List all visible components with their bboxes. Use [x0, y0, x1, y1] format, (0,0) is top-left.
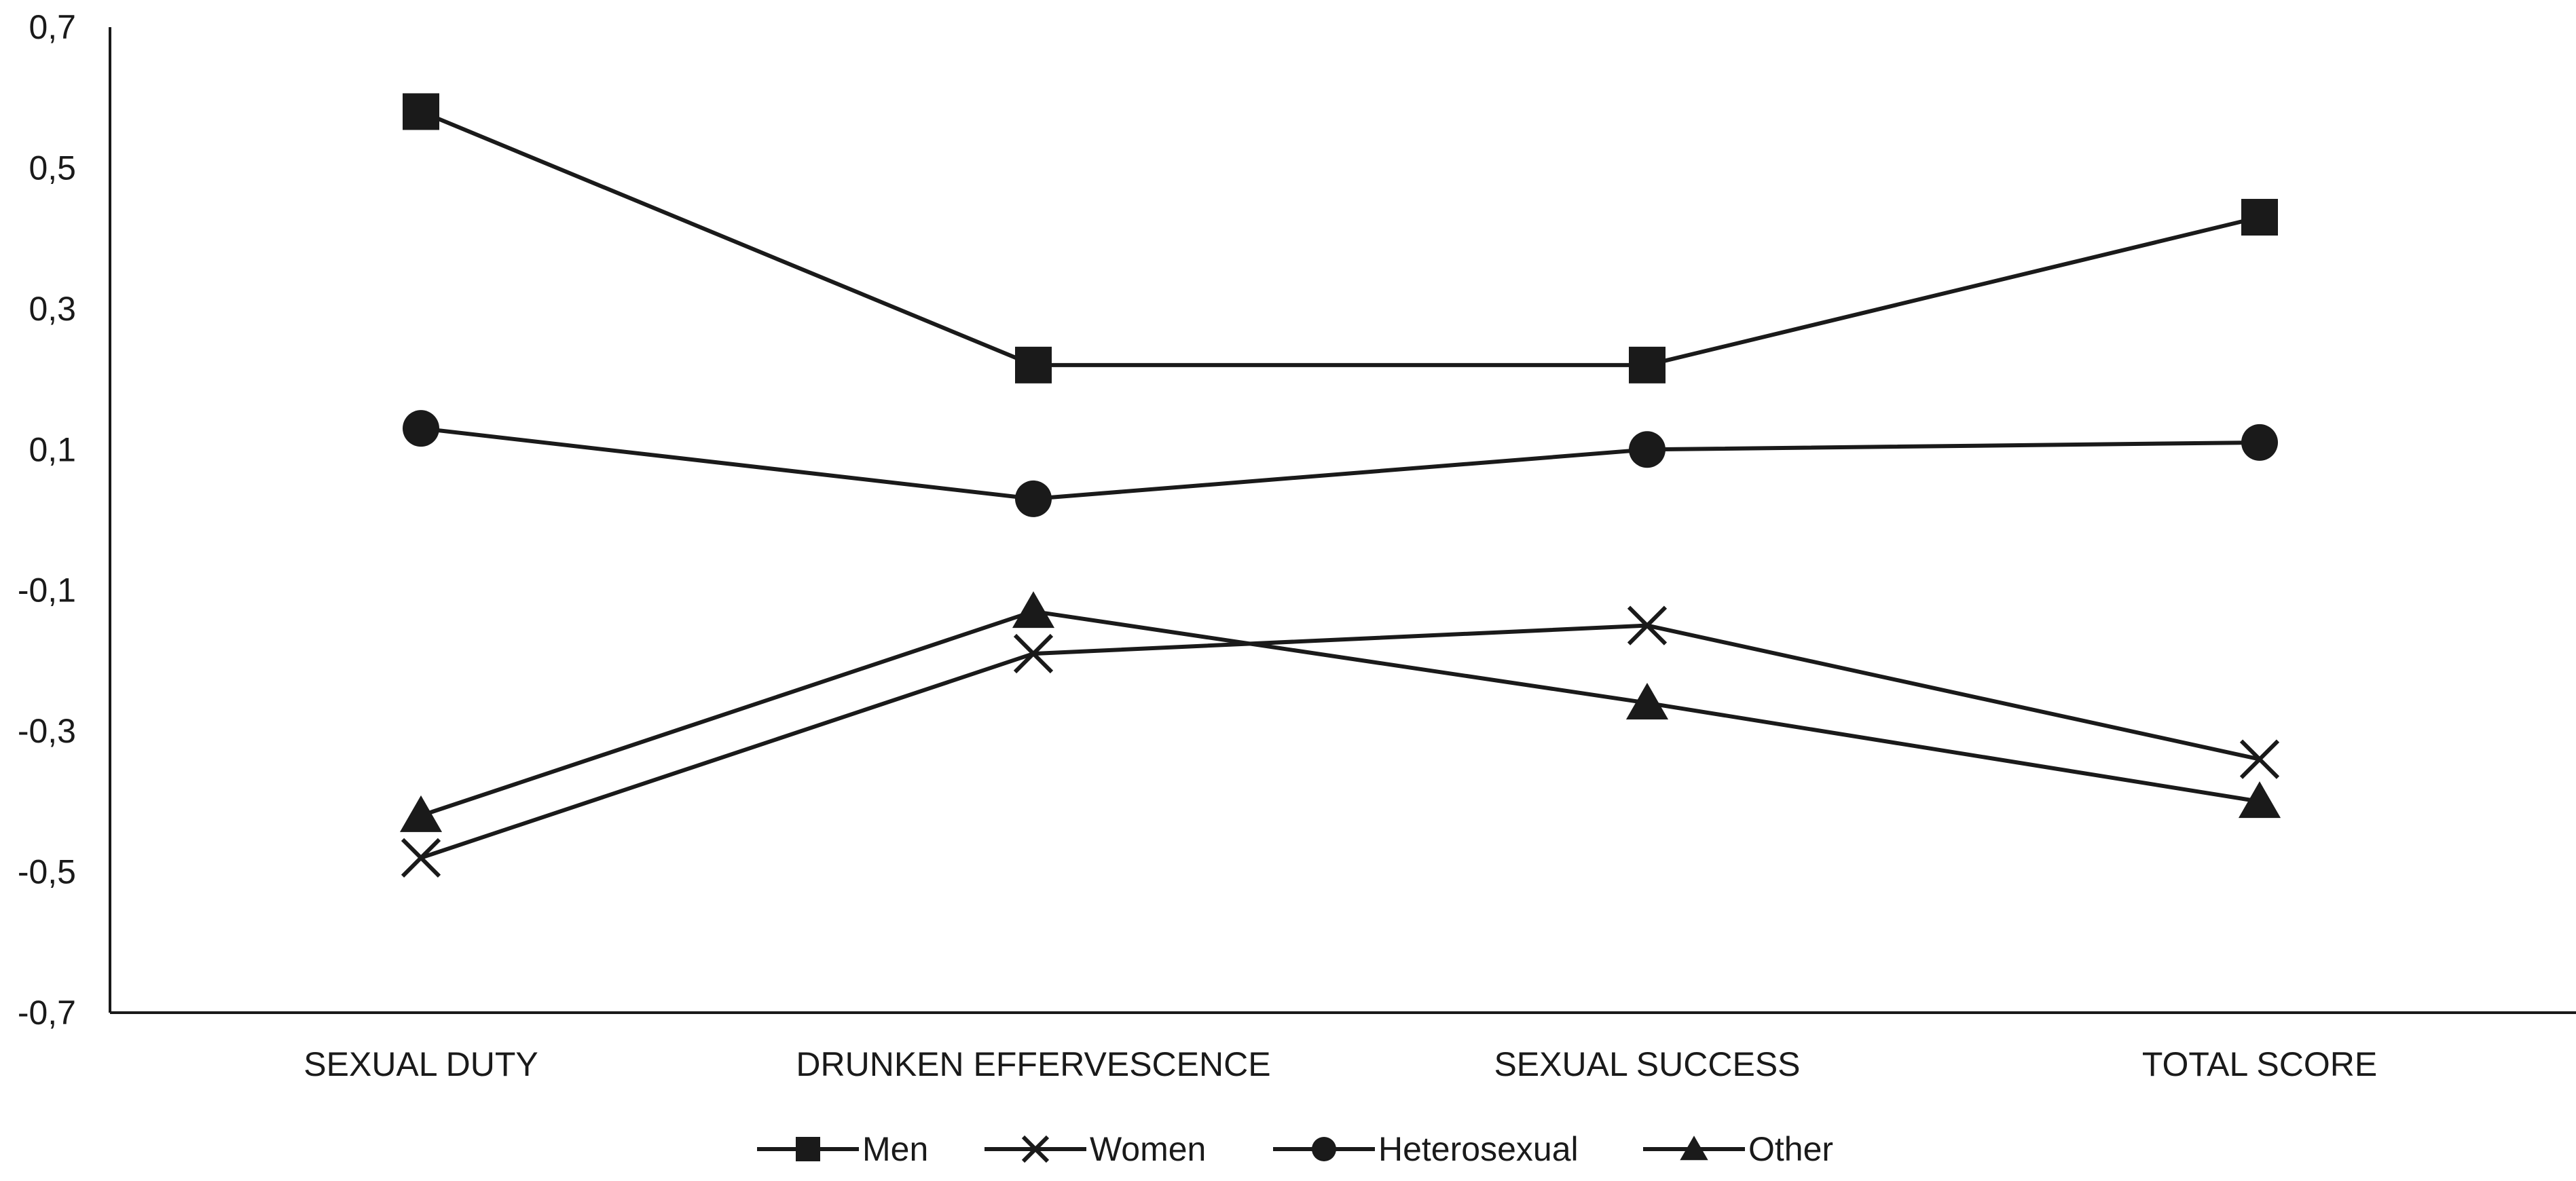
y-tick-label: -0,1	[18, 571, 76, 610]
series-line-men	[420, 109, 2260, 367]
y-tick-label: -0,3	[18, 712, 76, 750]
data-point-heterosexual	[1629, 431, 1666, 468]
data-point-women	[401, 838, 441, 878]
series-women	[401, 605, 2280, 878]
legend-item-men: Men	[757, 1130, 928, 1168]
y-tick-label: 0,1	[29, 430, 76, 468]
legend-item-heterosexual: Heterosexual	[1273, 1130, 1579, 1168]
y-tick-label: -0,5	[18, 853, 76, 891]
data-point-heterosexual	[1015, 480, 1052, 517]
legend-marker-other	[1680, 1136, 1708, 1161]
data-point-heterosexual	[2241, 424, 2278, 461]
legend-label: Other	[1748, 1130, 1833, 1168]
y-tick-label: 0,3	[29, 290, 76, 328]
y-tick-label: -0,7	[18, 994, 76, 1032]
data-point-women	[1013, 633, 1054, 674]
series-layer	[399, 93, 2281, 878]
data-point-other	[399, 795, 443, 832]
legend-label: Women	[1090, 1130, 1206, 1168]
x-tick-label: SEXUAL SUCCESS	[1494, 1045, 1800, 1083]
x-tick-labels: SEXUAL DUTY DRUNKEN EFFERVESCENCE SEXUAL S…	[303, 1045, 2377, 1083]
legend-label: Heterosexual	[1378, 1130, 1579, 1168]
data-point-other	[2238, 781, 2281, 819]
x-tick-label: DRUNKEN EFFERVESCENCE	[796, 1045, 1270, 1083]
x-tick-label: TOTAL SCORE	[2142, 1045, 2377, 1083]
data-point-men	[1015, 346, 1052, 383]
data-point-women	[1627, 605, 1668, 645]
legend-marker-women	[1021, 1135, 1050, 1163]
y-tick-labels: -0,7 -0,5 -0,3 -0,1 0,1 0,3 0,5 0,7	[18, 8, 76, 1032]
legend-marker-men	[796, 1137, 820, 1161]
data-point-other	[1012, 591, 1055, 629]
data-point-women	[2239, 739, 2280, 779]
legend-marker-heterosexual	[1312, 1137, 1336, 1161]
axes	[109, 27, 2576, 1014]
series-other	[399, 591, 2281, 832]
legend: Men Women Heterosexual Other	[757, 1130, 1833, 1168]
series-line-other	[420, 609, 2260, 818]
series-men	[403, 93, 2278, 383]
x-tick-label: SEXUAL DUTY	[303, 1045, 538, 1083]
legend-item-other: Other	[1643, 1130, 1833, 1168]
data-point-men	[1629, 346, 1666, 383]
series-heterosexual	[403, 410, 2278, 517]
data-point-men	[403, 93, 439, 130]
series-line-heterosexual	[420, 426, 2260, 501]
legend-item-women: Women	[985, 1130, 1206, 1168]
data-point-heterosexual	[403, 410, 439, 447]
data-point-other	[1625, 682, 1669, 719]
legend-label: Men	[862, 1130, 928, 1168]
series-line-women	[420, 623, 2260, 860]
data-point-men	[2241, 199, 2278, 236]
y-tick-label: 0,5	[29, 149, 76, 187]
y-tick-label: 0,7	[29, 8, 76, 46]
